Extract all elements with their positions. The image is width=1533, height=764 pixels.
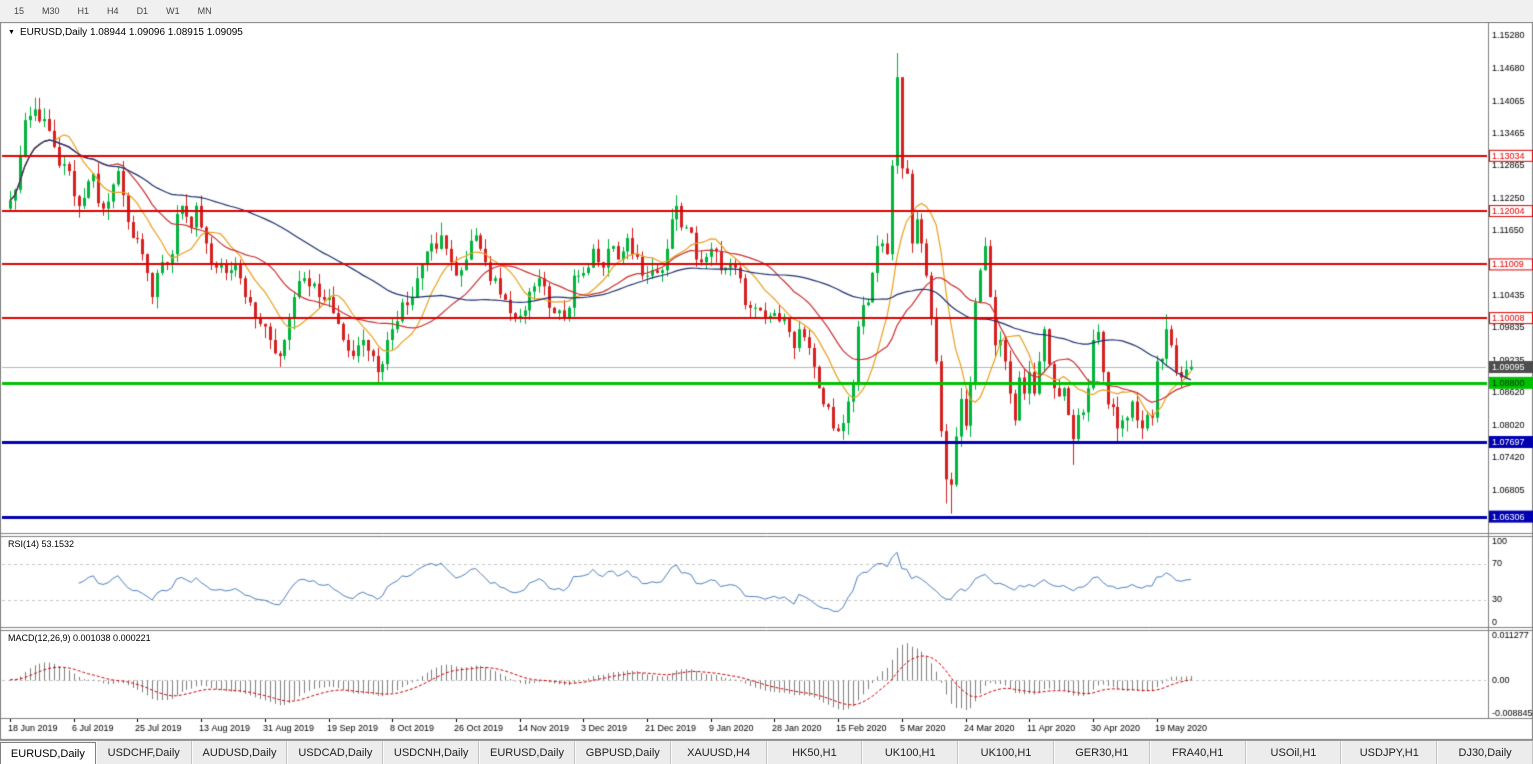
chart-tab[interactable]: EURUSD,Daily (0, 742, 96, 764)
timeframe-button[interactable]: 15 (6, 3, 32, 19)
panel-divider[interactable] (0, 532, 1533, 537)
timeframe-button[interactable]: D1 (129, 3, 157, 19)
chart-window: ▼ EURUSD,Daily 1.08944 1.09096 1.08915 1… (0, 22, 1533, 740)
rsi-indicator-label: RSI(14) 53.1532 (8, 539, 75, 549)
chart-ohlc-readout: EURUSD,Daily 1.08944 1.09096 1.08915 1.0… (19, 27, 243, 38)
chart-tab[interactable]: HK50,H1 (766, 741, 863, 764)
chart-tab[interactable]: USDCNH,Daily (383, 741, 480, 764)
timeframe-button[interactable]: MN (190, 3, 220, 19)
chart-dropdown-icon[interactable]: ▼ (8, 29, 15, 36)
chart-tab[interactable]: USDCHF,Daily (95, 741, 192, 764)
chart-tab[interactable]: UK100,H1 (862, 741, 959, 764)
chart-tab[interactable]: USOil,H1 (1245, 741, 1342, 764)
chart-tab[interactable]: USDJPY,H1 (1341, 741, 1438, 764)
chart-tab[interactable]: UK100,H1 (958, 741, 1054, 764)
timeframe-button[interactable]: H4 (99, 3, 127, 19)
timeframe-button[interactable]: W1 (158, 3, 188, 19)
chart-tab[interactable]: FRA40,H1 (1149, 741, 1246, 764)
timeframe-button[interactable]: H1 (70, 3, 98, 19)
chart-tab[interactable]: GBPUSD,Daily (574, 741, 671, 764)
time-axis[interactable] (0, 718, 1488, 740)
chart-title: ▼ EURUSD,Daily 1.08944 1.09096 1.08915 1… (8, 27, 243, 38)
chart-tab[interactable]: GER30,H1 (1053, 741, 1150, 764)
price-chart-canvas[interactable] (0, 22, 1533, 740)
chart-tab[interactable]: USDCAD,Daily (287, 741, 384, 764)
chart-tab[interactable]: EURUSD,Daily (479, 741, 575, 764)
chart-tab[interactable]: XAUUSD,H4 (670, 741, 767, 764)
chart-tab-bar: EURUSD,Daily USDCHF,Daily AUDUSD,Daily U… (0, 740, 1533, 764)
macd-indicator-label: MACD(12,26,9) 0.001038 0.000221 (8, 633, 151, 643)
panel-divider[interactable] (0, 626, 1533, 631)
timeframe-toolbar: 15 M30 H1 H4 D1 W1 MN (0, 0, 1533, 22)
chart-tab[interactable]: AUDUSD,Daily (191, 741, 288, 764)
timeframe-button[interactable]: M30 (34, 3, 68, 19)
price-axis[interactable] (1488, 22, 1533, 718)
chart-tab[interactable]: DJ30,Daily (1437, 741, 1533, 764)
